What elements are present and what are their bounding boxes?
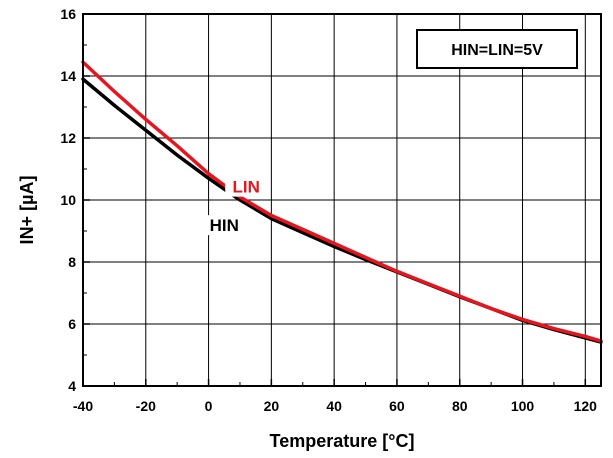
y-tick-label: 14: [60, 68, 76, 84]
series-label-lin: LIN: [233, 178, 260, 197]
y-tick-label: 10: [60, 192, 76, 208]
x-tick-label: -20: [136, 398, 156, 414]
tick-marks: [82, 13, 587, 387]
y-tick-labels: 4 6 8 10 12 14 16: [60, 6, 76, 394]
grid-lines: [83, 14, 601, 386]
x-tick-label: 80: [452, 398, 468, 414]
x-axis-label: Temperature [°C]: [270, 431, 415, 451]
series-label-hin: HIN: [210, 216, 239, 235]
y-tick-label: 8: [68, 254, 76, 270]
annotation-box: HIN=LIN=5V: [416, 29, 578, 69]
x-tick-label: 20: [264, 398, 280, 414]
x-tick-label: -40: [73, 398, 93, 414]
y-tick-label: 12: [60, 130, 76, 146]
y-tick-label: 6: [68, 316, 76, 332]
series-label-background: [203, 215, 246, 236]
x-tick-label: 100: [511, 398, 535, 414]
x-tick-label: 60: [389, 398, 405, 414]
y-tick-label: 16: [60, 6, 76, 22]
series-line-lin: [81, 60, 603, 343]
y-axis-label: IN+ [µA]: [17, 176, 37, 245]
series-labels: LIN HIN: [203, 176, 268, 236]
x-tick-label: 40: [326, 398, 342, 414]
x-tick-label: 120: [574, 398, 598, 414]
y-tick-label: 4: [68, 378, 76, 394]
series-label-background: [225, 176, 268, 197]
series-lines: [81, 60, 603, 344]
annotation-text: HIN=LIN=5V: [451, 42, 543, 59]
x-tick-label: 0: [205, 398, 213, 414]
x-tick-labels: -40 -20 0 20 40 60 80 100 120: [73, 398, 597, 414]
